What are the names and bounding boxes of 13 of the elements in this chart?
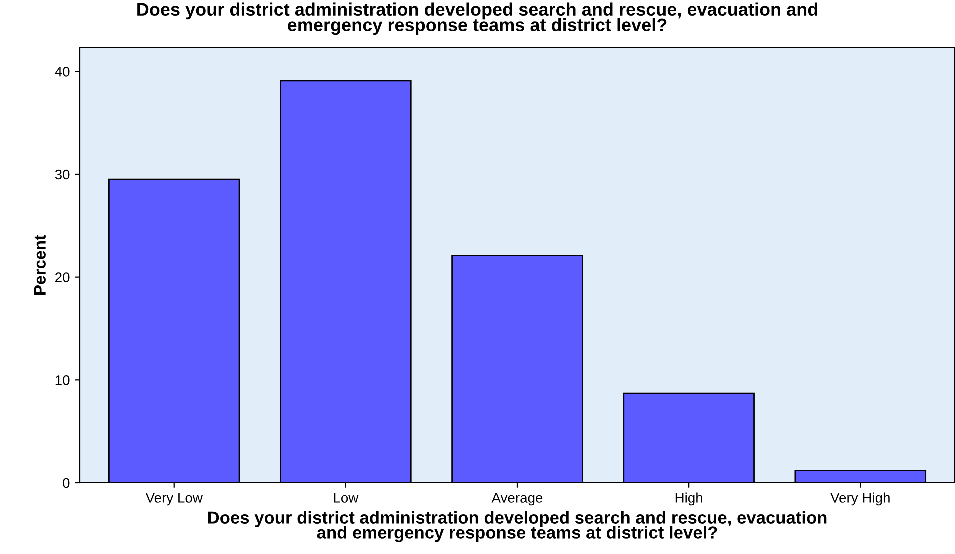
y-tick-label: 40 xyxy=(55,66,70,77)
x-tick-label: Average xyxy=(492,493,543,506)
x-axis-title: Does your district administration developed search and rescue, evacuation and emergency response teams at district level? xyxy=(208,511,827,542)
y-tick-label: 10 xyxy=(56,375,70,386)
y-axis-title: Percent xyxy=(34,235,46,295)
x-tick-label: Low xyxy=(334,493,359,503)
y-tick-label: 0 xyxy=(63,478,70,488)
x-tick-label: High xyxy=(676,492,702,506)
y-tick-label: 30 xyxy=(55,170,70,180)
x-tick-label: Very Low xyxy=(146,493,203,506)
chart-title: Does your district administration developed search and rescue, evacuation and emergency response teams at district level? xyxy=(138,2,818,36)
x-tick-label: Very High xyxy=(830,492,890,506)
y-tick-label: 20 xyxy=(56,272,70,282)
